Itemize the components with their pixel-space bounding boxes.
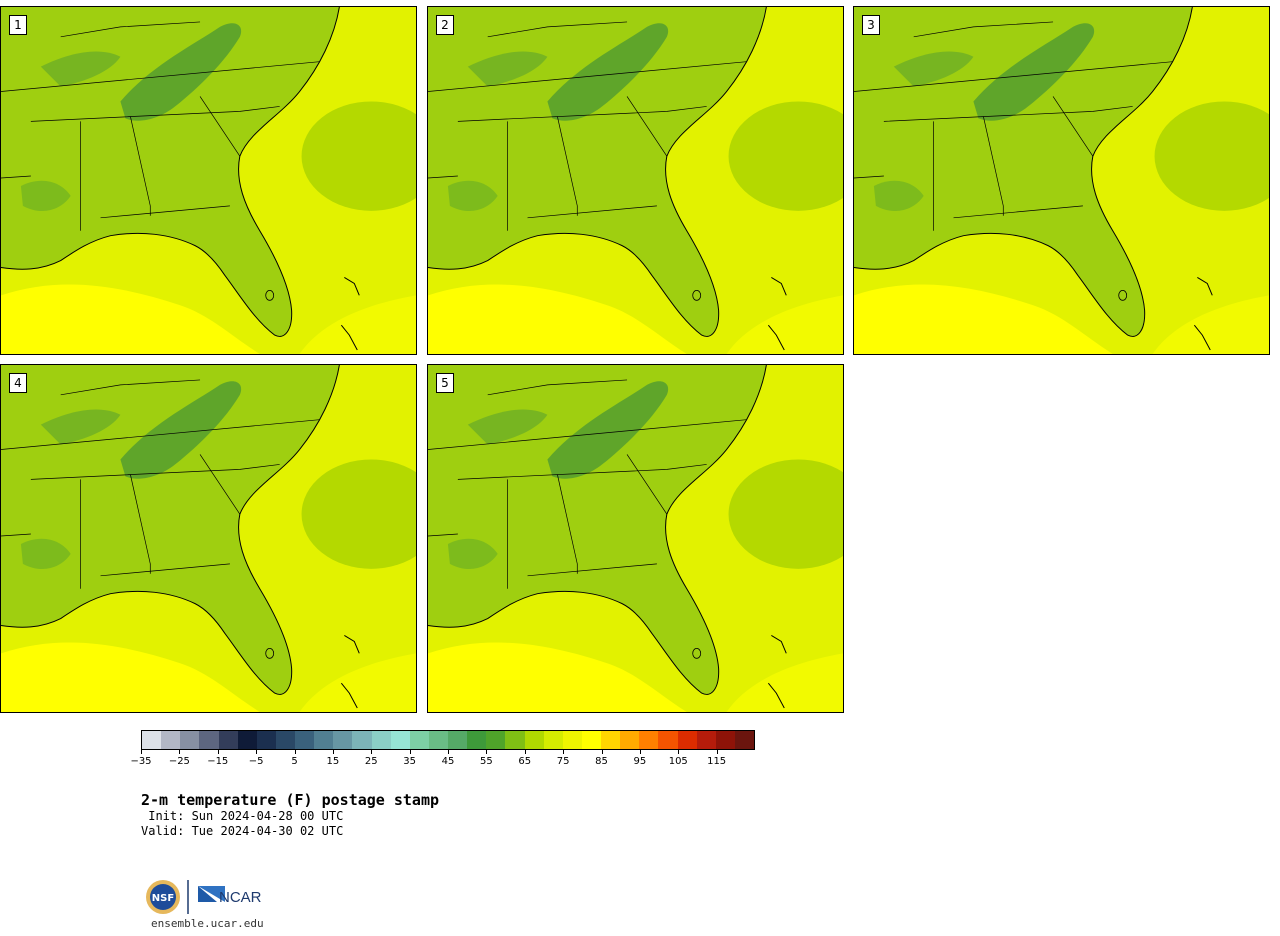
member-label: 4 bbox=[9, 373, 27, 393]
svg-text:NCAR: NCAR bbox=[219, 889, 262, 906]
map-panel: 4 bbox=[0, 364, 417, 713]
colorbar-tick-label: −5 bbox=[248, 756, 264, 767]
colorbar-tick-label: 55 bbox=[480, 756, 493, 767]
colorbar-tick bbox=[678, 750, 680, 754]
map-panel: 5 bbox=[427, 364, 844, 713]
colorbar-tick-label: 35 bbox=[403, 756, 416, 767]
colorbar-tick bbox=[179, 750, 181, 754]
colorbar-swatch bbox=[371, 731, 391, 749]
colorbar-tick bbox=[639, 750, 641, 754]
colorbar-tick bbox=[601, 750, 603, 754]
colorbar-tick bbox=[294, 750, 296, 754]
colorbar-tick bbox=[524, 750, 526, 754]
colorbar-tick bbox=[371, 750, 373, 754]
member-label: 3 bbox=[862, 15, 880, 35]
colorbar-swatch bbox=[734, 731, 754, 749]
colorbar-swatch bbox=[658, 731, 678, 749]
colorbar-tick-label: −15 bbox=[207, 756, 229, 767]
plot-title: 2-m temperature (F) postage stamp bbox=[141, 791, 440, 809]
colorbar-swatch bbox=[715, 731, 735, 749]
colorbar-swatch bbox=[256, 731, 276, 749]
colorbar-swatch bbox=[467, 731, 487, 749]
nsf-ncar-logo: NSF NCAR bbox=[145, 878, 275, 916]
colorbar-swatch bbox=[696, 731, 716, 749]
colorbar-tick-label: 105 bbox=[668, 756, 688, 767]
colorbar-swatch bbox=[142, 731, 162, 749]
colorbar-swatch bbox=[199, 731, 219, 749]
colorbar-swatch bbox=[448, 731, 468, 749]
colorbar-swatch bbox=[543, 731, 563, 749]
colorbar-swatch bbox=[409, 731, 429, 749]
colorbar-swatch bbox=[581, 731, 601, 749]
map-panel: 2 bbox=[427, 6, 844, 355]
colorbar-swatch bbox=[562, 731, 582, 749]
colorbar-tick-label: 45 bbox=[441, 756, 455, 767]
colorbar-tick-label: 75 bbox=[556, 756, 570, 767]
map-panel: 1 bbox=[0, 6, 417, 355]
colorbar-swatch bbox=[428, 731, 448, 749]
temperature-map bbox=[428, 365, 843, 712]
colorbar-swatch bbox=[237, 731, 257, 749]
colorbar-swatch bbox=[677, 731, 697, 749]
colorbar-swatch bbox=[295, 731, 315, 749]
colorbar-swatch bbox=[180, 731, 200, 749]
colorbar-tick-label: 15 bbox=[326, 756, 340, 767]
ncar-logo-icon: NCAR bbox=[198, 886, 262, 906]
valid-time: Valid: Tue 2024-04-30 02 UTC bbox=[141, 824, 344, 838]
colorbar-ticks: −35 −25 −15 −5 5 15 25 35 45 55 65 75 85 95 105 115 bbox=[130, 750, 755, 770]
temperature-map bbox=[854, 7, 1269, 354]
map-panel: 3 bbox=[853, 6, 1270, 355]
temperature-colorbar bbox=[141, 730, 755, 750]
nsf-logo-icon: NSF bbox=[146, 880, 180, 914]
colorbar-tick bbox=[563, 750, 565, 754]
colorbar-swatch bbox=[333, 731, 353, 749]
colorbar-tick-label: 115 bbox=[707, 756, 727, 767]
colorbar-tick bbox=[448, 750, 449, 754]
svg-text:NSF: NSF bbox=[152, 893, 174, 904]
colorbar-tick bbox=[409, 750, 411, 754]
colorbar-tick bbox=[332, 750, 334, 754]
colorbar-tick bbox=[716, 750, 718, 754]
member-label: 2 bbox=[436, 15, 454, 35]
colorbar-swatch bbox=[352, 731, 372, 749]
member-label: 1 bbox=[9, 15, 27, 35]
colorbar-tick-label: 65 bbox=[518, 756, 532, 767]
colorbar-swatch bbox=[486, 731, 506, 749]
colorbar-tick-label: 95 bbox=[633, 756, 647, 767]
colorbar-tick-label: 85 bbox=[595, 756, 608, 767]
colorbar-swatch bbox=[314, 731, 334, 749]
colorbar-tick bbox=[256, 750, 258, 754]
colorbar-swatch bbox=[161, 731, 181, 749]
colorbar-swatch bbox=[390, 731, 410, 749]
colorbar-tick-label: 5 bbox=[291, 756, 298, 767]
colorbar-swatch bbox=[505, 731, 525, 749]
colorbar-swatch bbox=[601, 731, 621, 749]
member-label: 5 bbox=[436, 373, 454, 393]
colorbar-swatch bbox=[620, 731, 640, 749]
temperature-map bbox=[428, 7, 843, 354]
colorbar-swatch bbox=[218, 731, 238, 749]
colorbar-swatch bbox=[275, 731, 295, 749]
colorbar-tick bbox=[486, 750, 488, 754]
colorbar-tick-label: −35 bbox=[130, 756, 152, 767]
colorbar-tick bbox=[217, 750, 219, 754]
temperature-map bbox=[1, 7, 416, 354]
init-time: Init: Sun 2024-04-28 00 UTC bbox=[141, 809, 344, 823]
colorbar-tick bbox=[141, 750, 142, 754]
colorbar-tick-label: −25 bbox=[168, 756, 190, 767]
colorbar-swatch bbox=[524, 731, 544, 749]
temperature-map bbox=[1, 365, 416, 712]
colorbar-tick-label: 25 bbox=[364, 756, 378, 767]
site-url: ensemble.ucar.edu bbox=[151, 917, 264, 930]
colorbar-swatch bbox=[639, 731, 659, 749]
